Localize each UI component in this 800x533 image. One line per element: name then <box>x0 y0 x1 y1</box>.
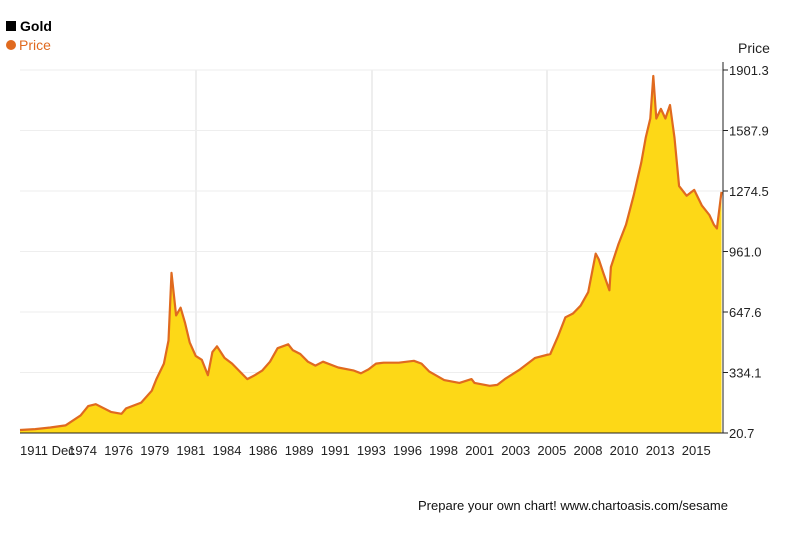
y-tick-label: 647.6 <box>729 305 762 320</box>
x-tick-label: 1986 <box>249 443 278 458</box>
legend-title-text: Gold <box>20 18 52 34</box>
y-tick-label: 1587.9 <box>729 123 769 138</box>
x-tick-label: 2015 <box>682 443 711 458</box>
legend-dot-icon <box>6 40 16 50</box>
x-tick-label: 1976 <box>104 443 133 458</box>
x-tick-label: 1989 <box>285 443 314 458</box>
legend-entry-price[interactable]: Price <box>6 37 51 53</box>
x-tick-label: 2003 <box>501 443 530 458</box>
price-area-fill <box>20 76 722 433</box>
x-tick-label: 1974 <box>68 443 97 458</box>
y-tick-label: 961.0 <box>729 245 762 260</box>
price-line <box>19 74 723 432</box>
x-tick-label: 2001 <box>465 443 494 458</box>
x-tick-label: 1981 <box>176 443 205 458</box>
x-tick-label: 1979 <box>140 443 169 458</box>
x-tick-label: 1991 <box>321 443 350 458</box>
y-tick-label: 334.1 <box>729 366 762 381</box>
x-tick-label: 2013 <box>646 443 675 458</box>
y-tick-label: 1274.5 <box>729 184 769 199</box>
x-tick-label: 1993 <box>357 443 386 458</box>
x-tick-label: 2005 <box>537 443 566 458</box>
legend-square-icon <box>6 21 16 31</box>
x-tick-label: 2010 <box>610 443 639 458</box>
y-axis-label: Price <box>738 40 770 56</box>
x-tick-label: 2008 <box>574 443 603 458</box>
x-tick-label: 1911 Dec <box>20 443 75 458</box>
legend-title: Gold <box>6 18 52 34</box>
axes <box>20 62 728 434</box>
footer-note: Prepare your own chart! www.chartoasis.c… <box>418 498 728 513</box>
x-tick-label: 1998 <box>429 443 458 458</box>
y-tick-labels: 20.7 334.1 647.6 961.0 1274.5 1587.9 1901.3 <box>729 63 769 441</box>
legend-series-label: Price <box>19 37 51 53</box>
y-tick-label: 1901.3 <box>729 63 769 78</box>
y-tick-label: 20.7 <box>729 426 754 441</box>
x-tick-label: 1984 <box>213 443 242 458</box>
x-tick-label: 1996 <box>393 443 422 458</box>
